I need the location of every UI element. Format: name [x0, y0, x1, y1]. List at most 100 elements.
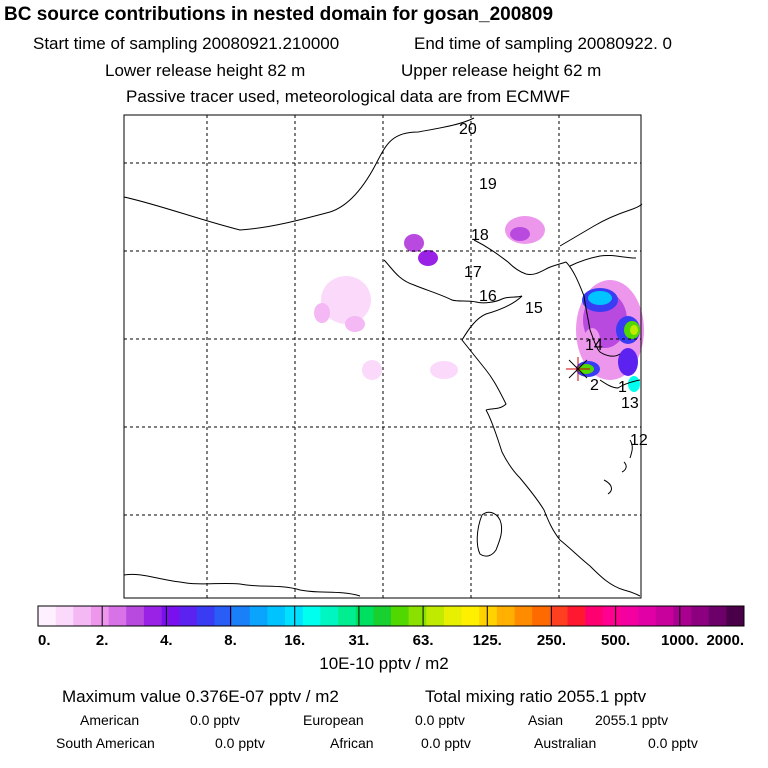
colorbar-tick-label: 16. [284, 632, 305, 649]
trajectory-label: 19 [479, 176, 497, 193]
region-label: American [80, 712, 140, 728]
plume-patch [628, 376, 640, 392]
colorbar-tick-label: 31. [348, 632, 369, 649]
colorbar-cell [373, 606, 392, 626]
region-label: Asian [528, 712, 564, 728]
colorbar-frame [37, 605, 745, 627]
trajectory-label: 14 [585, 337, 603, 354]
trajectory-label: 20 [459, 121, 477, 138]
colorbar-cell [285, 606, 304, 626]
colorbar-cell [673, 606, 692, 626]
region-label: African [330, 735, 374, 751]
region-value: 0.0 pptv [190, 712, 240, 728]
colorbar-cell [726, 606, 745, 626]
colorbar-cell [426, 606, 445, 626]
concentration-field [314, 216, 644, 392]
colorbar-cell [143, 606, 162, 626]
colorbar-cell [179, 606, 198, 626]
plume-patch [510, 227, 530, 241]
colorbar-cell [126, 606, 145, 626]
region-value: 0.0 pptv [648, 735, 698, 751]
colorbar-cell [338, 606, 356, 626]
chart-title: BC source contributions in nested domain… [4, 4, 554, 25]
total-mixing-ratio: Total mixing ratio 2055.1 pptv [425, 687, 647, 706]
colorbar-cell [90, 606, 109, 626]
region-value: 0.0 pptv [421, 735, 471, 751]
colorbar-tick-label: 125. [473, 632, 502, 649]
region-value: 0.0 pptv [215, 735, 265, 751]
colorbar-cell [602, 606, 621, 626]
region-label: European [303, 712, 364, 728]
colorbar-cell [196, 606, 215, 626]
trajectory-label: 18 [471, 227, 489, 244]
colorbar-cell [708, 606, 727, 626]
plume-patch [588, 291, 612, 305]
colorbar-tick-label: 250. [537, 632, 566, 649]
plume-patch [321, 276, 371, 324]
colorbar-tick-label: 63. [413, 632, 434, 649]
trajectory-label: 12 [630, 432, 648, 449]
trajectory-label: 17 [464, 264, 482, 281]
colorbar-cell [302, 606, 321, 626]
colorbar-unit: 10E-10 pptv / m2 [319, 654, 449, 673]
receptor-marker [566, 357, 590, 381]
plume-patch [345, 316, 365, 332]
colorbar-tick-label: 500. [601, 632, 630, 649]
trajectory-label: 15 [525, 300, 543, 317]
colorbar-cell [638, 606, 657, 626]
colorbar-cell [355, 606, 374, 626]
colorbar-cell [73, 606, 92, 626]
colorbar-cell [549, 606, 568, 626]
end-time-label: End time of sampling 20080922. 0 [414, 34, 673, 53]
colorbar-cell [514, 606, 533, 626]
plume-patch [618, 348, 638, 376]
colorbar-tick-label: 0. [38, 632, 51, 649]
colorbar-cell [232, 606, 251, 626]
lower-height-label: Lower release height 82 m [105, 61, 306, 80]
colorbar-cell [408, 606, 427, 626]
region-label: Australian [534, 735, 597, 751]
plume-patch [362, 360, 382, 380]
colorbar-cell [214, 606, 233, 626]
colorbar-cell [443, 606, 462, 626]
plume-patch [404, 234, 424, 252]
plume-patch [430, 361, 458, 379]
colorbar-cell [249, 606, 268, 626]
colorbar-tick-label: 1000. [661, 632, 699, 649]
colorbar-cell [655, 606, 674, 626]
colorbar-tick-label: 2000. [706, 632, 744, 649]
colorbar-tick-label: 2. [96, 632, 109, 649]
colorbar-tick-label: 4. [160, 632, 173, 649]
trajectory-label: 16 [479, 288, 497, 305]
colorbar-cell [567, 606, 586, 626]
colorbar-cell [161, 606, 180, 626]
colorbar-cell [532, 606, 551, 626]
colorbar-cell [108, 606, 127, 626]
region-value: 2055.1 pptv [595, 712, 669, 728]
colorbar-cell [391, 606, 409, 626]
colorbar-cell [496, 606, 515, 626]
lat-lon-grid [124, 115, 641, 598]
region-label: South American [56, 735, 155, 751]
colorbar [38, 606, 745, 626]
plume-patch [314, 303, 330, 323]
colorbar-cell [38, 606, 56, 626]
plume-patch [630, 325, 638, 335]
colorbar-tick-label: 8. [224, 632, 237, 649]
trajectory-label: 2 [590, 377, 599, 394]
map-frame [123, 114, 642, 599]
trajectory-label: 1 [618, 379, 627, 396]
upper-height-label: Upper release height 62 m [401, 61, 602, 80]
coastlines [123, 117, 643, 597]
colorbar-cell [585, 606, 604, 626]
plume-patch [418, 250, 438, 266]
tracer-note: Passive tracer used, meteorological data… [126, 87, 571, 106]
colorbar-cell [620, 606, 639, 626]
region-value: 0.0 pptv [415, 712, 465, 728]
colorbar-cell [461, 606, 480, 626]
maximum-value: Maximum value 0.376E-07 pptv / m2 [62, 687, 339, 706]
colorbar-cell [267, 606, 286, 626]
colorbar-cell [479, 606, 498, 626]
colorbar-cell [691, 606, 709, 626]
